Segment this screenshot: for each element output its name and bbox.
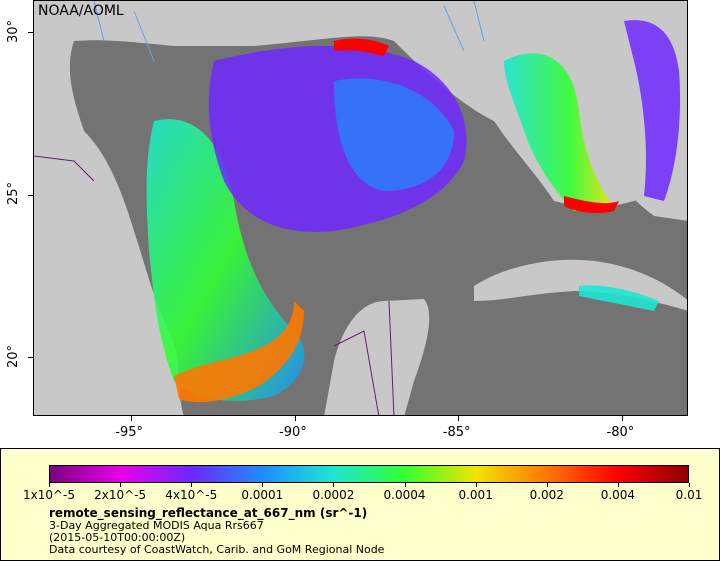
legend-panel: 1x10^-5 2x10^-5 4x10^-5 0.0001 0.0002 0.0004 0… — [0, 448, 720, 561]
reflectance-mexico-coast — [174, 301, 304, 403]
colorbar-label: 2x10^-5 — [94, 488, 147, 502]
map-canvas — [34, 1, 687, 415]
yucatan-land — [324, 299, 430, 415]
map-area[interactable] — [33, 0, 688, 416]
colorbar-label: 0.0004 — [383, 488, 426, 502]
cuba-land — [474, 259, 687, 311]
colorbar-label: 0.001 — [458, 488, 493, 502]
reflectance-florida-east — [624, 20, 681, 201]
colorbar-tick — [475, 483, 477, 487]
reflectance-florida-coast — [564, 196, 619, 214]
lon-tick-mark — [458, 416, 460, 421]
lat-tick-mark — [28, 357, 33, 358]
lat-tick-label: 30° — [6, 19, 22, 43]
variable-name: remote_sensing_reflectance_at_667_nm (sr… — [49, 506, 368, 520]
colorbar-tick — [49, 483, 50, 487]
reflectance-east — [504, 53, 614, 211]
lon-tick-label: -90° — [279, 425, 307, 440]
lat-tick-mark — [28, 194, 33, 196]
lon-tick-label: -85° — [442, 425, 471, 440]
colorbar-label: 0.0002 — [312, 488, 355, 502]
colorbar-label: 0.002 — [529, 488, 564, 502]
colorbar-tick — [546, 483, 548, 487]
lat-tick-label: 20° — [6, 344, 22, 368]
colorbar-label: 0.01 — [675, 488, 703, 502]
data-credit: Data courtesy of CoastWatch, Carib. and … — [49, 543, 385, 556]
reflectance-west — [146, 119, 305, 402]
lon-tick-label: -95° — [115, 425, 143, 440]
reflectance-cuba-north — [579, 285, 659, 311]
colorbar-label: 1x10^-5 — [22, 488, 76, 502]
org-label: NOAA/AOML — [38, 3, 124, 19]
colorbar-label: 0.0001 — [241, 488, 284, 502]
colorbar-tick — [617, 483, 619, 487]
colorbar-tick — [120, 483, 122, 487]
reflectance-panhandle — [334, 38, 389, 56]
border-lines — [34, 155, 395, 415]
colorbar-tick — [262, 483, 264, 487]
lat-tick-mark — [28, 32, 33, 33]
lon-tick-mark — [294, 416, 296, 421]
colorbar-label: 0.004 — [600, 488, 636, 502]
colorbar-tick — [191, 483, 193, 487]
lon-tick-mark — [622, 416, 623, 421]
colorbar-tick — [333, 483, 335, 487]
reflectance-central-b — [334, 78, 454, 191]
lat-tick-label: 25° — [6, 181, 22, 206]
colorbar-tick — [689, 483, 690, 487]
lon-tick-mark — [130, 416, 132, 421]
colorbar — [49, 465, 689, 483]
colorbar-tick — [404, 483, 406, 487]
river-lines — [93, 1, 485, 62]
dataset-description: 3-Day Aggregated MODIS Aqua Rrs667 — [49, 519, 264, 532]
lon-tick-label: -80° — [606, 425, 635, 440]
dataset-time: (2015-05-10T00:00:00Z) — [49, 531, 186, 544]
colorbar-label: 4x10^-5 — [165, 488, 218, 502]
